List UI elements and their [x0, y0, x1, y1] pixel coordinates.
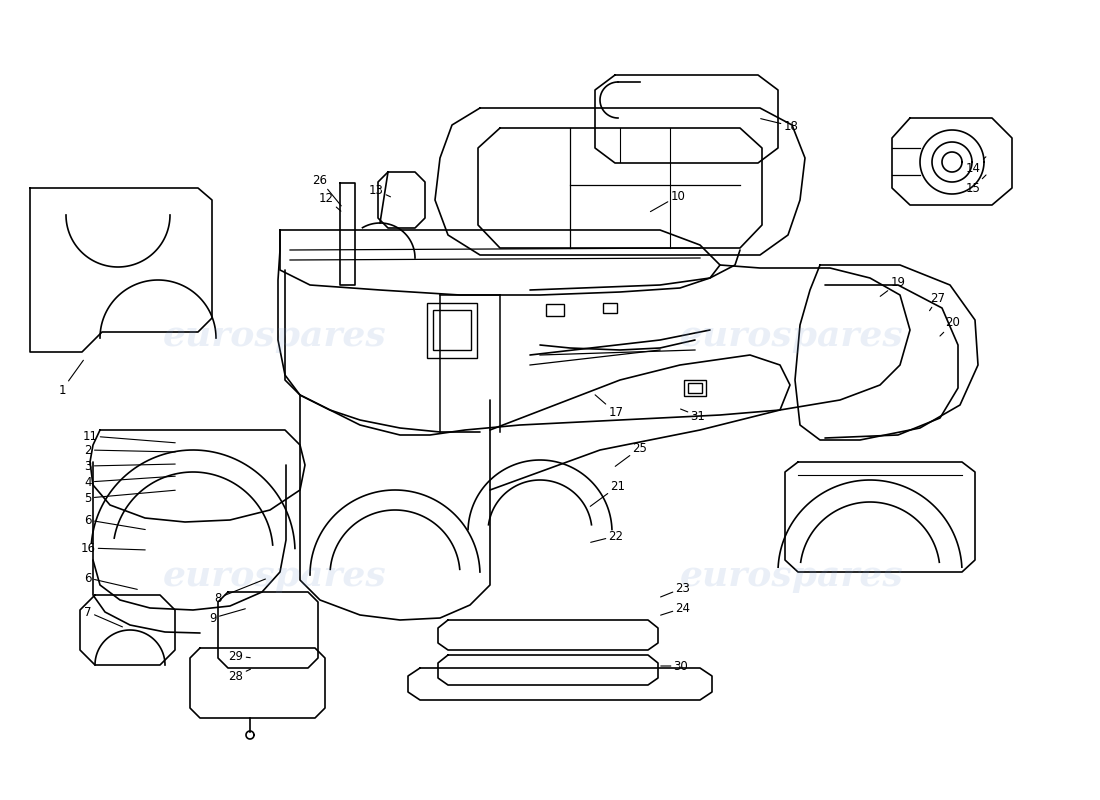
Text: 6: 6: [85, 571, 138, 590]
Text: 27: 27: [930, 291, 946, 310]
Text: 26: 26: [312, 174, 341, 206]
Text: 12: 12: [319, 191, 341, 211]
Text: 29: 29: [229, 650, 250, 662]
Text: 9: 9: [209, 609, 245, 625]
Text: 6: 6: [85, 514, 145, 530]
Bar: [684, 380, 706, 396]
Text: 23: 23: [661, 582, 691, 597]
Text: 13: 13: [368, 183, 390, 197]
Bar: [688, 383, 702, 393]
Text: 3: 3: [85, 459, 175, 473]
Text: 15: 15: [966, 175, 986, 194]
Text: 1: 1: [58, 360, 84, 397]
Text: 11: 11: [82, 430, 175, 442]
Text: 17: 17: [595, 395, 624, 419]
Text: 20: 20: [940, 317, 960, 336]
Text: eurospares: eurospares: [163, 319, 387, 353]
Text: 31: 31: [681, 409, 705, 422]
Text: 2: 2: [85, 443, 175, 457]
Bar: [546, 304, 564, 316]
Text: 28: 28: [229, 669, 251, 682]
Text: 30: 30: [661, 659, 689, 673]
Text: 8: 8: [214, 579, 265, 605]
Text: eurospares: eurospares: [680, 319, 904, 353]
Text: 19: 19: [880, 277, 905, 296]
Text: 14: 14: [966, 157, 986, 174]
Text: 18: 18: [761, 118, 799, 133]
Text: 21: 21: [591, 479, 626, 506]
Bar: [427, 302, 477, 358]
Text: 16: 16: [80, 542, 145, 554]
Text: 7: 7: [85, 606, 122, 627]
Bar: [603, 303, 617, 313]
Bar: [433, 310, 471, 350]
Text: 10: 10: [650, 190, 685, 212]
Text: 24: 24: [661, 602, 691, 615]
Text: 25: 25: [615, 442, 648, 466]
Text: eurospares: eurospares: [680, 559, 904, 593]
Text: 5: 5: [85, 490, 175, 505]
Text: 4: 4: [85, 475, 175, 489]
Text: eurospares: eurospares: [163, 559, 387, 593]
Text: 22: 22: [591, 530, 624, 542]
